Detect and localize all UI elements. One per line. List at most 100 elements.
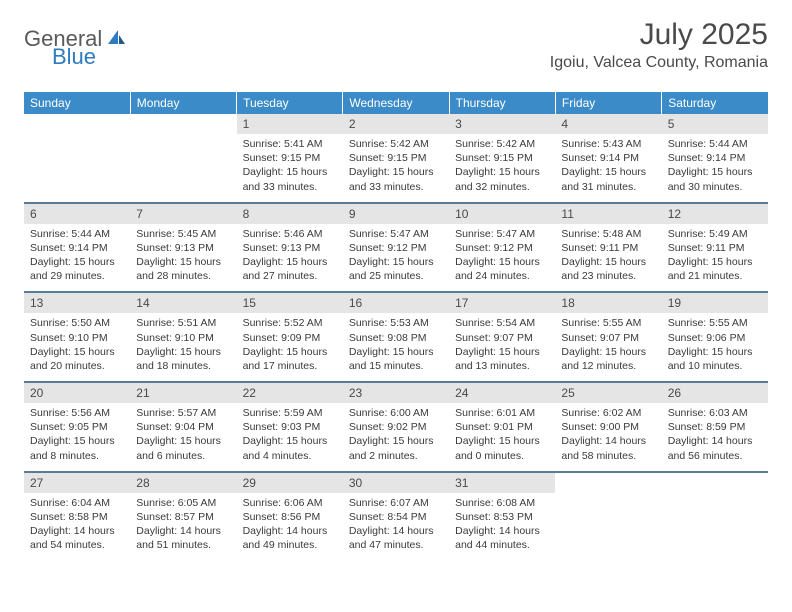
calendar-cell: 28Sunrise: 6:05 AMSunset: 8:57 PMDayligh… <box>130 472 236 561</box>
sunset-text: Sunset: 9:05 PM <box>30 420 124 434</box>
daylight-text: Daylight: 15 hours and 32 minutes. <box>455 165 549 193</box>
sunset-text: Sunset: 9:12 PM <box>455 241 549 255</box>
sunrise-text: Sunrise: 6:05 AM <box>136 496 230 510</box>
month-title: July 2025 <box>550 18 768 52</box>
daylight-text: Daylight: 15 hours and 25 minutes. <box>349 255 443 283</box>
day-header: Monday <box>130 92 236 114</box>
calendar-cell: 25Sunrise: 6:02 AMSunset: 9:00 PMDayligh… <box>555 382 661 472</box>
day-details: Sunrise: 5:43 AMSunset: 9:14 PMDaylight:… <box>555 134 661 202</box>
day-number: 13 <box>24 293 130 313</box>
sunset-text: Sunset: 9:07 PM <box>561 331 655 345</box>
calendar-cell: 16Sunrise: 5:53 AMSunset: 9:08 PMDayligh… <box>343 292 449 382</box>
calendar-cell: 7Sunrise: 5:45 AMSunset: 9:13 PMDaylight… <box>130 203 236 293</box>
sunset-text: Sunset: 8:56 PM <box>243 510 337 524</box>
sunrise-text: Sunrise: 5:42 AM <box>349 137 443 151</box>
sunrise-text: Sunrise: 5:53 AM <box>349 316 443 330</box>
sunrise-text: Sunrise: 6:04 AM <box>30 496 124 510</box>
day-number: 4 <box>555 114 661 134</box>
logo-text-blue: Blue <box>52 44 96 69</box>
sunset-text: Sunset: 8:58 PM <box>30 510 124 524</box>
calendar-cell: 9Sunrise: 5:47 AMSunset: 9:12 PMDaylight… <box>343 203 449 293</box>
daylight-text: Daylight: 15 hours and 33 minutes. <box>349 165 443 193</box>
day-number: 8 <box>237 204 343 224</box>
sunrise-text: Sunrise: 5:56 AM <box>30 406 124 420</box>
day-details: Sunrise: 5:55 AMSunset: 9:07 PMDaylight:… <box>555 313 661 381</box>
calendar-row: 27Sunrise: 6:04 AMSunset: 8:58 PMDayligh… <box>24 472 768 561</box>
day-number: 12 <box>662 204 768 224</box>
sunrise-text: Sunrise: 6:08 AM <box>455 496 549 510</box>
sunset-text: Sunset: 8:59 PM <box>668 420 762 434</box>
sunset-text: Sunset: 9:00 PM <box>561 420 655 434</box>
day-number: 24 <box>449 383 555 403</box>
calendar-cell: 13Sunrise: 5:50 AMSunset: 9:10 PMDayligh… <box>24 292 130 382</box>
sunrise-text: Sunrise: 5:46 AM <box>243 227 337 241</box>
sunset-text: Sunset: 9:11 PM <box>561 241 655 255</box>
calendar-cell: 2Sunrise: 5:42 AMSunset: 9:15 PMDaylight… <box>343 114 449 203</box>
day-details: Sunrise: 5:48 AMSunset: 9:11 PMDaylight:… <box>555 224 661 292</box>
calendar-cell: 23Sunrise: 6:00 AMSunset: 9:02 PMDayligh… <box>343 382 449 472</box>
calendar-cell: 11Sunrise: 5:48 AMSunset: 9:11 PMDayligh… <box>555 203 661 293</box>
sunset-text: Sunset: 9:03 PM <box>243 420 337 434</box>
day-number: 21 <box>130 383 236 403</box>
calendar-cell: 14Sunrise: 5:51 AMSunset: 9:10 PMDayligh… <box>130 292 236 382</box>
daylight-text: Daylight: 15 hours and 21 minutes. <box>668 255 762 283</box>
sunrise-text: Sunrise: 5:41 AM <box>243 137 337 151</box>
day-details: Sunrise: 5:56 AMSunset: 9:05 PMDaylight:… <box>24 403 130 471</box>
sunset-text: Sunset: 9:13 PM <box>136 241 230 255</box>
calendar-cell: 3Sunrise: 5:42 AMSunset: 9:15 PMDaylight… <box>449 114 555 203</box>
day-number: 7 <box>130 204 236 224</box>
calendar-cell: 19Sunrise: 5:55 AMSunset: 9:06 PMDayligh… <box>662 292 768 382</box>
calendar-cell <box>24 114 130 203</box>
day-details: Sunrise: 6:08 AMSunset: 8:53 PMDaylight:… <box>449 493 555 561</box>
day-number: 16 <box>343 293 449 313</box>
sunrise-text: Sunrise: 5:55 AM <box>561 316 655 330</box>
sunset-text: Sunset: 9:09 PM <box>243 331 337 345</box>
daylight-text: Daylight: 14 hours and 44 minutes. <box>455 524 549 552</box>
day-details: Sunrise: 5:47 AMSunset: 9:12 PMDaylight:… <box>449 224 555 292</box>
day-details: Sunrise: 5:41 AMSunset: 9:15 PMDaylight:… <box>237 134 343 202</box>
calendar-row: 6Sunrise: 5:44 AMSunset: 9:14 PMDaylight… <box>24 203 768 293</box>
day-number: 18 <box>555 293 661 313</box>
sunrise-text: Sunrise: 5:47 AM <box>455 227 549 241</box>
sunrise-text: Sunrise: 6:03 AM <box>668 406 762 420</box>
day-number: 10 <box>449 204 555 224</box>
sunrise-text: Sunrise: 5:45 AM <box>136 227 230 241</box>
calendar-row: 20Sunrise: 5:56 AMSunset: 9:05 PMDayligh… <box>24 382 768 472</box>
sunset-text: Sunset: 9:13 PM <box>243 241 337 255</box>
daylight-text: Daylight: 15 hours and 17 minutes. <box>243 345 337 373</box>
day-details: Sunrise: 5:59 AMSunset: 9:03 PMDaylight:… <box>237 403 343 471</box>
daylight-text: Daylight: 14 hours and 58 minutes. <box>561 434 655 462</box>
calendar-cell: 20Sunrise: 5:56 AMSunset: 9:05 PMDayligh… <box>24 382 130 472</box>
day-number: 9 <box>343 204 449 224</box>
sunrise-text: Sunrise: 5:43 AM <box>561 137 655 151</box>
sunset-text: Sunset: 9:10 PM <box>136 331 230 345</box>
day-header: Thursday <box>449 92 555 114</box>
day-header-row: Sunday Monday Tuesday Wednesday Thursday… <box>24 92 768 114</box>
sunset-text: Sunset: 8:54 PM <box>349 510 443 524</box>
day-number: 17 <box>449 293 555 313</box>
calendar-cell: 24Sunrise: 6:01 AMSunset: 9:01 PMDayligh… <box>449 382 555 472</box>
calendar-cell: 26Sunrise: 6:03 AMSunset: 8:59 PMDayligh… <box>662 382 768 472</box>
day-number: 19 <box>662 293 768 313</box>
calendar-cell: 8Sunrise: 5:46 AMSunset: 9:13 PMDaylight… <box>237 203 343 293</box>
day-details: Sunrise: 5:44 AMSunset: 9:14 PMDaylight:… <box>662 134 768 202</box>
calendar-cell <box>555 472 661 561</box>
day-number: 30 <box>343 473 449 493</box>
day-details: Sunrise: 5:57 AMSunset: 9:04 PMDaylight:… <box>130 403 236 471</box>
daylight-text: Daylight: 15 hours and 18 minutes. <box>136 345 230 373</box>
day-number: 22 <box>237 383 343 403</box>
daylight-text: Daylight: 15 hours and 29 minutes. <box>30 255 124 283</box>
calendar-cell: 27Sunrise: 6:04 AMSunset: 8:58 PMDayligh… <box>24 472 130 561</box>
day-details: Sunrise: 5:50 AMSunset: 9:10 PMDaylight:… <box>24 313 130 381</box>
daylight-text: Daylight: 15 hours and 20 minutes. <box>30 345 124 373</box>
sunrise-text: Sunrise: 6:07 AM <box>349 496 443 510</box>
day-number: 29 <box>237 473 343 493</box>
sunrise-text: Sunrise: 6:06 AM <box>243 496 337 510</box>
day-header: Wednesday <box>343 92 449 114</box>
day-details: Sunrise: 6:06 AMSunset: 8:56 PMDaylight:… <box>237 493 343 561</box>
day-number: 1 <box>237 114 343 134</box>
sunrise-text: Sunrise: 5:57 AM <box>136 406 230 420</box>
daylight-text: Daylight: 15 hours and 33 minutes. <box>243 165 337 193</box>
sunset-text: Sunset: 9:10 PM <box>30 331 124 345</box>
sunset-text: Sunset: 9:15 PM <box>349 151 443 165</box>
